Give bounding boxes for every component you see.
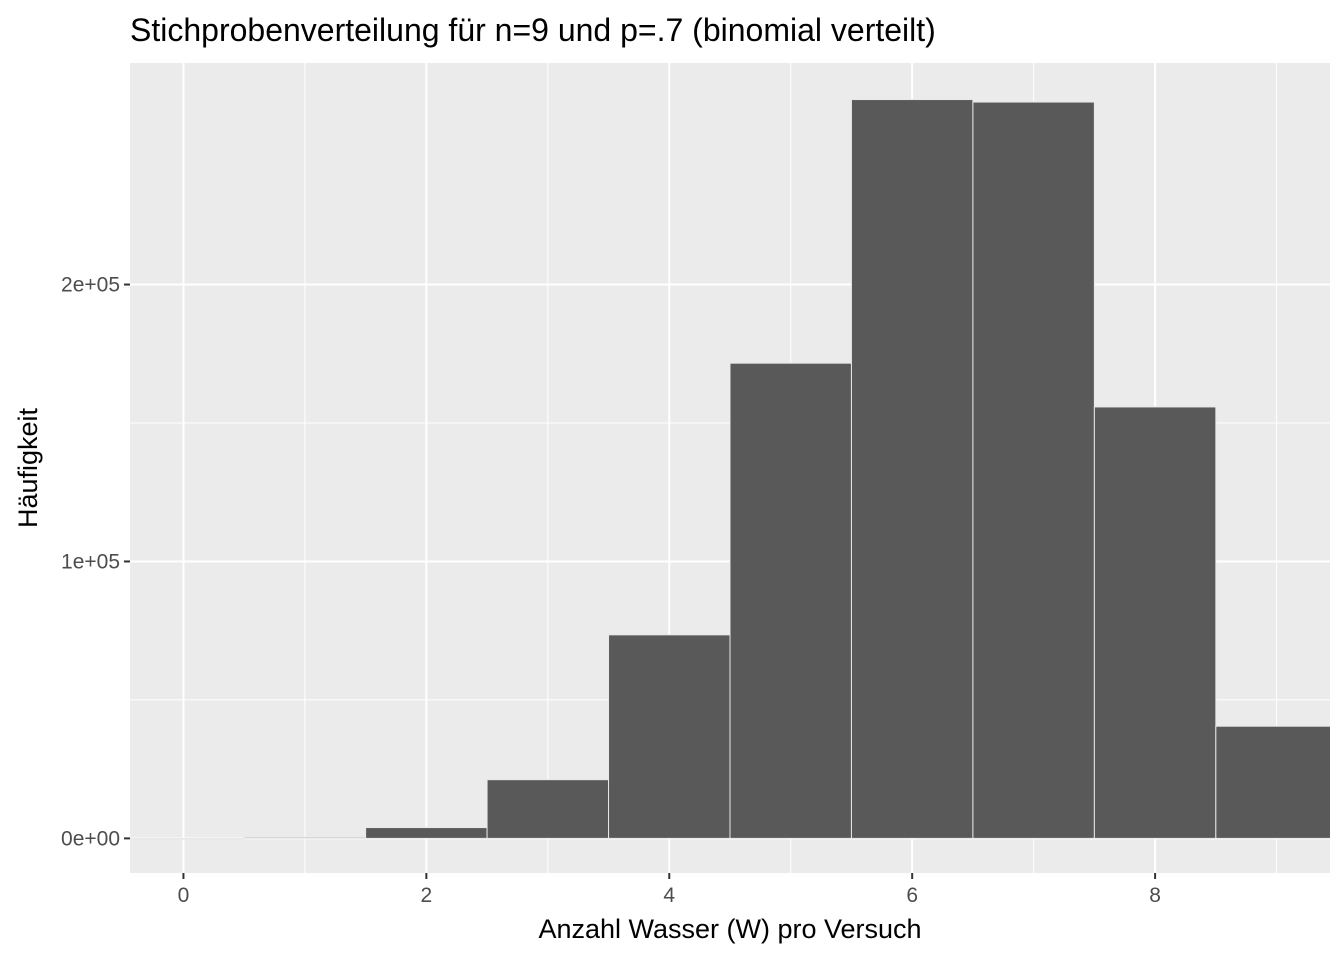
- x-tick-label: 4: [663, 884, 675, 907]
- bar: [130, 837, 245, 840]
- bar: [365, 827, 488, 839]
- x-axis-title: Anzahl Wasser (W) pro Versuch: [538, 914, 921, 944]
- bar: [608, 634, 731, 839]
- x-tick-label: 2: [421, 884, 433, 907]
- bar: [243, 836, 367, 839]
- bar: [486, 779, 610, 839]
- x-axis: 0 2 4 6 8: [178, 873, 1161, 907]
- chart-title: Stichprobenverteilung für n=9 und p=.7 (…: [130, 12, 936, 48]
- y-axis: 0e+00 1e+05 2e+05: [61, 274, 130, 850]
- bar: [729, 362, 852, 839]
- y-axis-title: Häufigkeit: [13, 407, 43, 528]
- bar: [1215, 725, 1330, 839]
- bar: [850, 99, 974, 839]
- y-tick-label: 1e+05: [61, 550, 120, 573]
- y-tick-label: 2e+05: [61, 274, 120, 297]
- x-tick-label: 8: [1149, 884, 1161, 907]
- x-tick-label: 0: [178, 884, 190, 907]
- bar: [972, 101, 1095, 839]
- x-tick-label: 6: [906, 884, 918, 907]
- bars: [130, 99, 1330, 840]
- bar: [1093, 406, 1217, 839]
- y-tick-label: 0e+00: [61, 827, 120, 850]
